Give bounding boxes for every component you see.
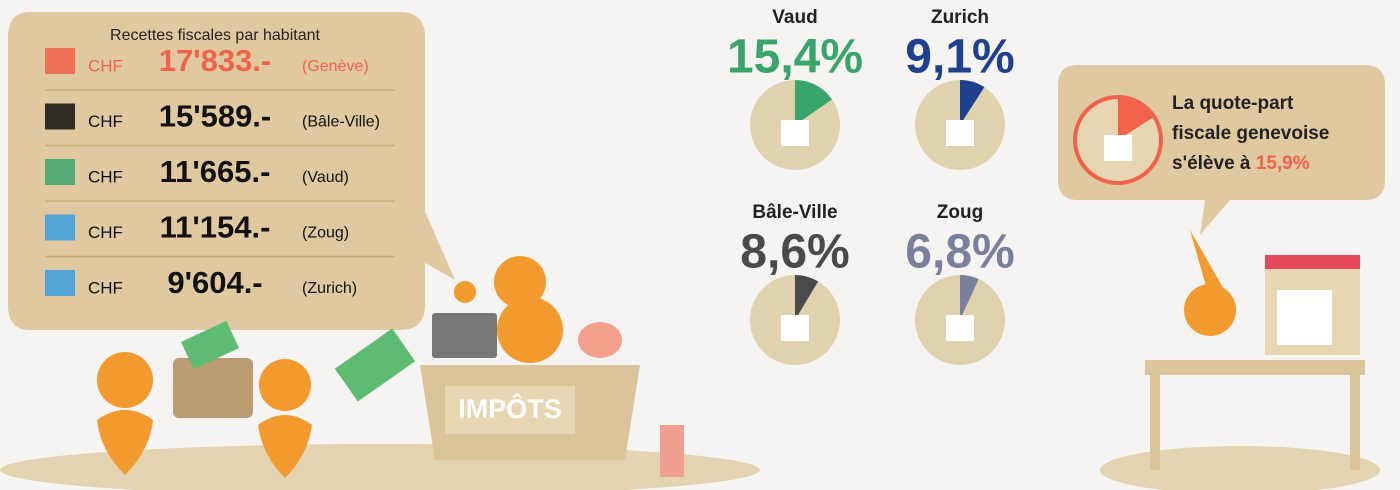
currency: CHF: [88, 167, 123, 186]
pie-name: Zoug: [937, 202, 983, 223]
pie-name: Zurich: [931, 7, 989, 28]
currency: CHF: [88, 112, 123, 131]
flag: [45, 215, 75, 241]
flag: [781, 315, 809, 341]
flag: [781, 120, 809, 146]
flag: [946, 315, 974, 341]
amount: 11'665.-: [160, 154, 271, 189]
pie-value-label: 8,6%: [740, 226, 849, 279]
pie-value-label: 6,8%: [905, 226, 1014, 279]
geneva-text: s'élève à: [1172, 153, 1251, 174]
flag: [946, 120, 974, 146]
pie-value-label: 9,1%: [905, 31, 1014, 84]
geneva-text: fiscale genevoise: [1172, 123, 1329, 144]
amount: 11'154.-: [160, 210, 271, 245]
flag: [45, 104, 75, 130]
amount: 9'604.-: [167, 265, 262, 300]
currency: CHF: [88, 56, 123, 75]
infographic: Recettes fiscales par habitant CHF 17'833…: [0, 0, 1400, 490]
canton: (Genève): [302, 58, 369, 75]
ground: [1100, 446, 1380, 490]
pie-name: Bâle-Ville: [752, 202, 837, 223]
pie-value-label: 15,4%: [727, 31, 863, 84]
canton: (Vaud): [302, 169, 349, 186]
geneva-text: s'élève à 15,9%: [1172, 153, 1310, 174]
currency: CHF: [88, 278, 123, 297]
geneva-value-label: 15,9%: [1256, 153, 1310, 174]
pie-name: Vaud: [772, 7, 817, 28]
flag: [45, 159, 75, 185]
flag: [45, 270, 75, 296]
amount: 15'589.-: [159, 99, 272, 134]
geneva-text: La quote-part: [1172, 93, 1294, 114]
canton: (Bâle-Ville): [302, 114, 380, 131]
amount: 17'833.-: [159, 43, 272, 78]
canton: (Zoug): [302, 225, 349, 242]
currency: CHF: [88, 223, 123, 242]
revenue-title: Recettes fiscales par habitant: [110, 27, 320, 44]
desk-sign: IMPÔTS: [458, 393, 562, 424]
flag: [1104, 135, 1132, 161]
canton: (Zurich): [302, 280, 357, 297]
flag: [45, 48, 75, 74]
